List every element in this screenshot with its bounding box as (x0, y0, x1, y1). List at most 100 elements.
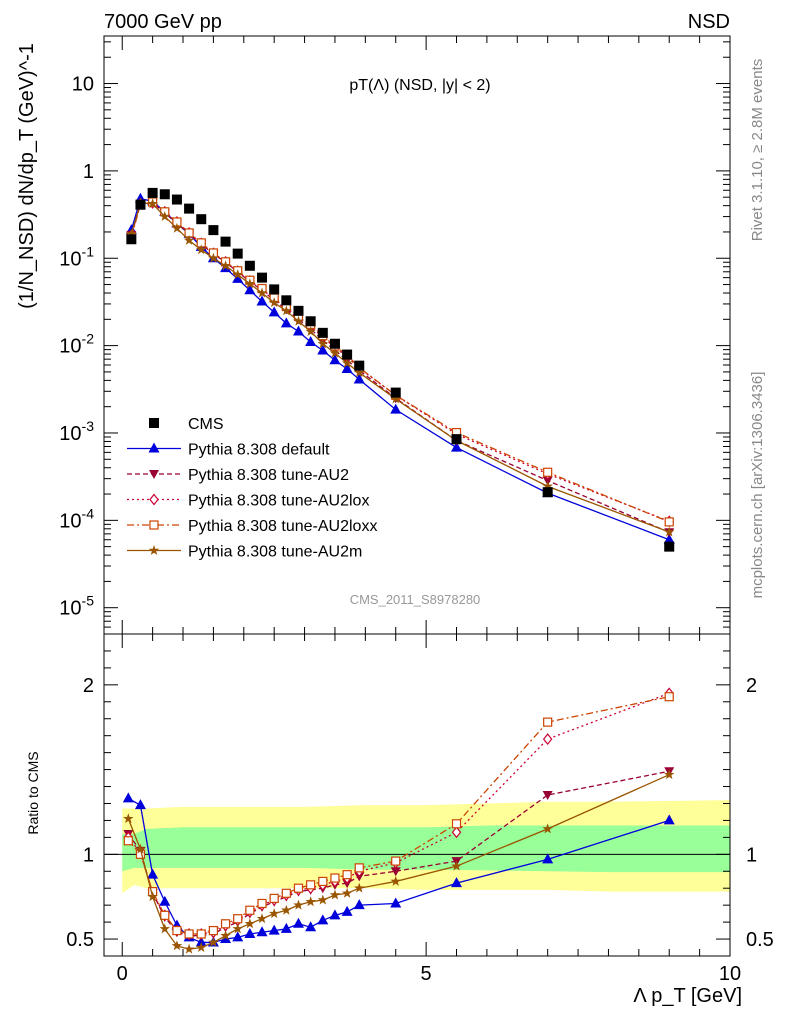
data-point-default (390, 403, 402, 414)
legend-item-au2: Pythia 8.308 tune-AU2 (127, 467, 349, 484)
data-point-default (134, 799, 146, 810)
plot-frames (103, 35, 731, 957)
data-point-default (329, 354, 341, 365)
data-point-au2 (542, 791, 553, 800)
data-point-default (292, 325, 304, 336)
data-point-au2loxx (269, 893, 279, 903)
legend-label: Pythia 8.308 default (188, 442, 330, 459)
x-tick-label: 5 (421, 963, 432, 985)
data-point-au2loxx (245, 905, 255, 915)
data-point-au2loxx (543, 467, 553, 477)
data-point-cms (126, 234, 137, 245)
data-point-au2m (208, 252, 219, 263)
data-point-au2m (135, 843, 146, 854)
legend-label: CMS (188, 416, 224, 433)
series-line-au2lox (127, 692, 670, 935)
data-point-cms (342, 349, 353, 360)
legend-marker-cms (149, 418, 159, 428)
data-point-cms (317, 327, 328, 338)
data-point-au2m (317, 894, 329, 905)
data-point-au2m (159, 923, 171, 934)
data-point-au2m (317, 338, 329, 349)
x-tick-label: 10 (719, 963, 741, 985)
data-point-cms (293, 305, 304, 316)
data-point-cms (184, 203, 195, 214)
y-tick-label: 1 (83, 161, 94, 183)
data-point-au2m (542, 823, 553, 834)
data-point-au2m (256, 287, 268, 298)
series-default (122, 792, 675, 947)
data-point-au2m (390, 875, 401, 886)
data-point-au2loxx (233, 914, 243, 924)
data-point-cms (135, 199, 146, 210)
y-tick-label: 10-2 (59, 331, 94, 358)
series-au2loxx (123, 692, 674, 939)
plot-title: pT(Λ) (NSD, |y| < 2) (349, 77, 490, 94)
bottom-panel-frame (103, 633, 731, 957)
series-au2m (123, 769, 675, 954)
data-point-default (232, 272, 244, 283)
data-point-au2loxx (220, 919, 231, 929)
data-point-au2m (208, 936, 219, 947)
data-point-cms (208, 225, 219, 236)
legend: CMS Pythia 8.308 default Pythia 8.308 tune… (127, 416, 377, 561)
legend-item-default: Pythia 8.308 default (127, 442, 330, 459)
x-tick-label: 0 (117, 963, 128, 985)
legend-item-au2lox: Pythia 8.308 tune-AU2lox (127, 493, 369, 510)
data-point-default (292, 917, 304, 928)
y-axis-label-top: (1/N_NSD) dN/dp_T (GeV)^-1 (16, 43, 38, 309)
data-point-au2m (196, 942, 207, 952)
legend-item-au2loxx: Pythia 8.308 tune-AU2loxx (127, 518, 377, 535)
legend-marker-au2m (148, 545, 160, 555)
legend-item-cms: CMS (149, 416, 224, 433)
data-point-default (256, 295, 268, 306)
legend-marker-au2loxx (149, 520, 159, 530)
data-point-au2m (147, 198, 158, 209)
data-point-cms (220, 236, 231, 247)
data-point-default (663, 814, 675, 825)
data-point-default (268, 924, 280, 935)
data-point-au2m (268, 297, 280, 308)
data-point-cms (244, 260, 255, 271)
data-point-au2lox (451, 826, 462, 839)
y-tick-label: 10-3 (59, 418, 94, 445)
data-point-au2m (220, 930, 231, 941)
data-point-default (122, 792, 134, 803)
energy-label: 7000 GeV pp (104, 11, 222, 33)
data-point-default (341, 905, 353, 916)
data-point-au2m (354, 367, 365, 378)
data-point-au2loxx (664, 692, 674, 702)
legend-label: Pythia 8.308 tune-AU2 (188, 467, 349, 484)
data-point-au2m (305, 896, 316, 907)
data-point-default (390, 897, 402, 908)
legend-marker-au2 (149, 470, 159, 479)
y-tick-label: 10-1 (59, 243, 94, 270)
data-point-au2m (293, 315, 304, 326)
data-point-au2m (281, 904, 292, 915)
y-tick-label: 10-4 (59, 505, 94, 532)
data-point-cms (664, 541, 675, 552)
process-label: NSD (688, 11, 730, 33)
data-point-au2loxx (184, 929, 194, 939)
data-point-default (353, 899, 365, 910)
series-line-au2m (130, 202, 670, 533)
data-point-au2loxx (293, 883, 304, 893)
data-point-cms (305, 316, 316, 327)
series-au2 (126, 198, 675, 538)
data-point-au2loxx (543, 717, 553, 727)
data-point-default (256, 926, 268, 937)
data-point-au2m (341, 887, 353, 898)
watermark-label: CMS_2011_S8978280 (350, 592, 481, 607)
data-point-default (280, 317, 292, 328)
data-point-au2m (183, 234, 195, 245)
data-point-au2loxx (451, 819, 462, 829)
data-point-au2m (451, 860, 462, 871)
data-point-cms (171, 194, 182, 205)
data-point-default (329, 909, 341, 920)
legend-marker-default (148, 442, 160, 453)
series-line-au2m (127, 774, 670, 950)
data-point-au2m (244, 278, 256, 289)
data-point-au2m (354, 882, 365, 893)
data-point-au2loxx (172, 925, 182, 936)
